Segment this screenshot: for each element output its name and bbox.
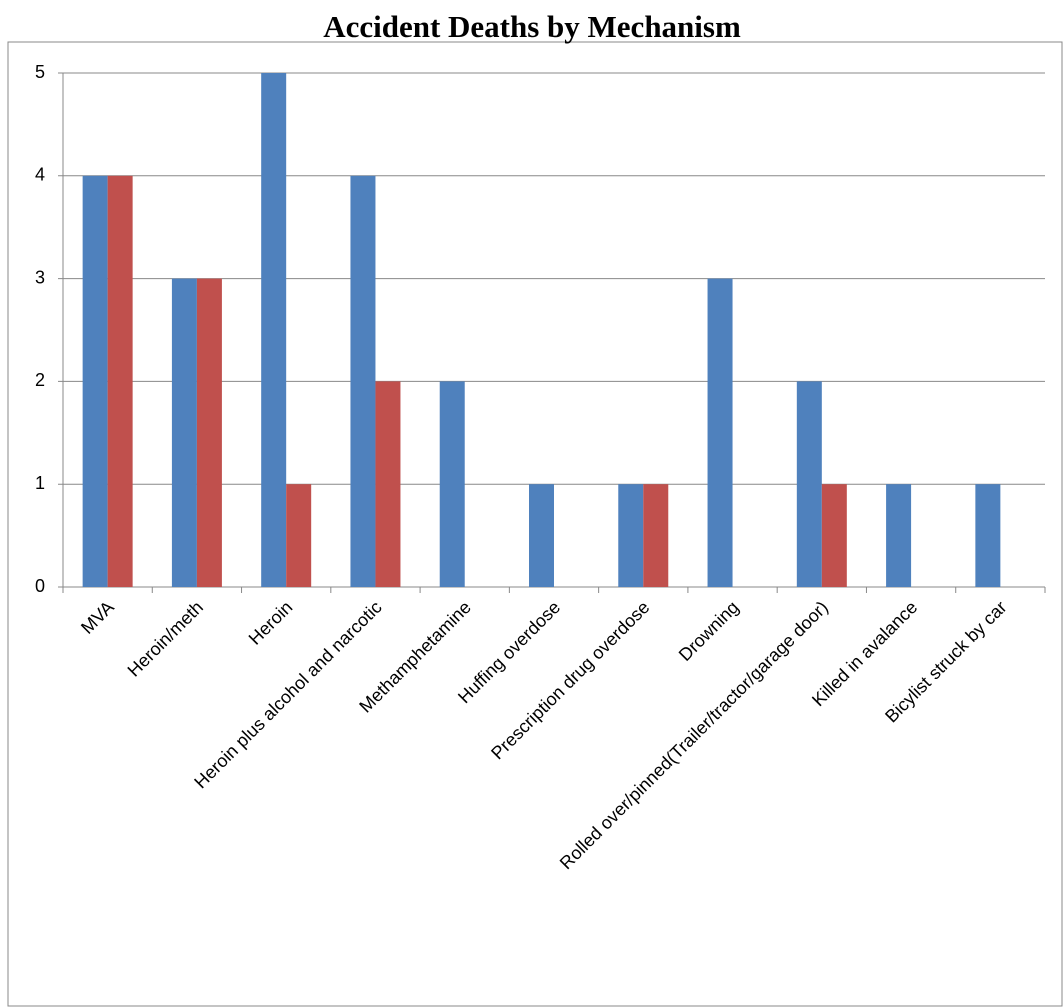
y-tick-label: 3: [35, 267, 45, 287]
y-tick-label: 0: [35, 576, 45, 596]
bar: [261, 73, 287, 587]
bar: [107, 175, 133, 588]
bar: [375, 381, 401, 587]
bar: [975, 484, 1001, 587]
bar: [796, 381, 822, 587]
x-tick-label: Drowning: [675, 597, 743, 665]
x-tick-label: Heroin: [245, 597, 297, 649]
bar: [439, 381, 465, 587]
bar: [196, 278, 222, 587]
x-tick-label: MVA: [77, 597, 118, 638]
chart-border: [7, 41, 1063, 1007]
bar: [286, 484, 312, 587]
y-tick-label: 2: [35, 370, 45, 390]
bar: [618, 484, 644, 587]
x-tick-label: Heroin/meth: [124, 597, 207, 680]
bar: [707, 278, 733, 587]
y-tick-label: 5: [35, 62, 45, 82]
bar: [171, 278, 197, 587]
y-tick-label: 4: [35, 165, 45, 185]
chart-title: Accident Deaths by Mechanism: [323, 9, 741, 44]
y-tick-label: 1: [35, 473, 45, 493]
bar: [643, 484, 669, 587]
x-tick-label: Heroin plus alcohol and narcotic: [190, 597, 385, 792]
bar: [886, 484, 912, 587]
bar: [82, 175, 108, 588]
x-tick-label: Prescription drug overdose: [487, 597, 653, 763]
bar: [350, 175, 376, 588]
bar: [529, 484, 554, 587]
bar: [821, 484, 847, 587]
